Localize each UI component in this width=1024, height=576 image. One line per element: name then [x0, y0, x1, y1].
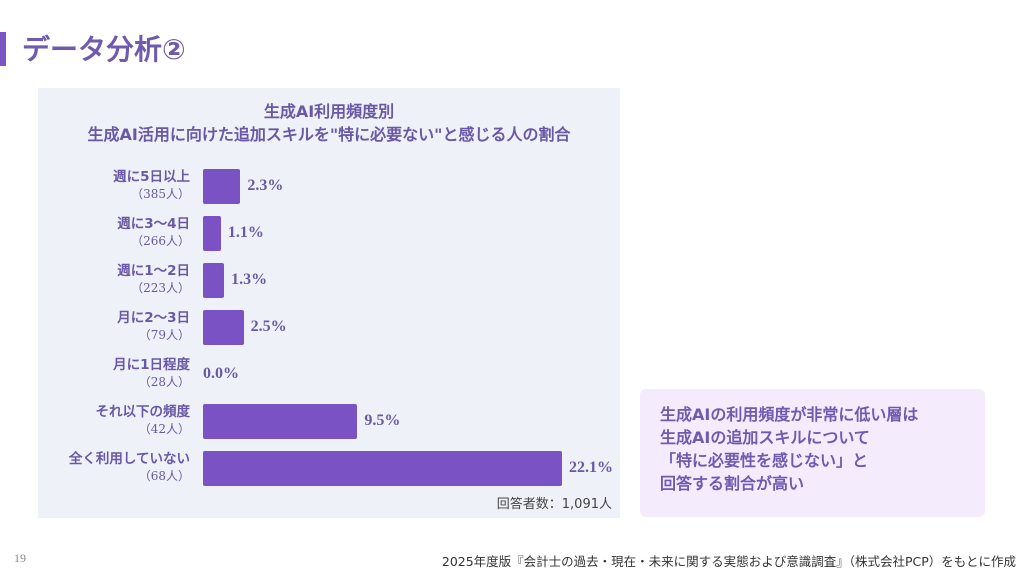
category-label: 週に3〜4日 （266人）	[117, 216, 190, 250]
bar-row: 月に1日程度 （28人） 0.0%	[38, 357, 620, 393]
bar-row: 週に5日以上 （385人） 2.3%	[38, 169, 620, 205]
chart-title: 生成AI利用頻度別	[263, 102, 395, 121]
category-name: それ以下の頻度	[95, 404, 191, 420]
bar	[203, 169, 241, 204]
category-count: （28人）	[138, 375, 190, 389]
category-count: （68人）	[138, 469, 190, 483]
bar-row: 全く利用していない （68人） 22.1%	[38, 451, 620, 487]
category-label: 週に1〜2日 （223人）	[117, 263, 190, 297]
value-label: 9.5%	[364, 412, 401, 429]
callout-line: 生成AIの利用頻度が非常に低い層は	[660, 405, 919, 424]
value-label: 1.1%	[227, 224, 264, 241]
chart-panel: 生成AI利用頻度別 生成AI活用に向けた追加スキルを"特に必要ない"と感じる人の…	[38, 88, 620, 518]
category-label: 月に2〜3日 （79人）	[117, 310, 190, 344]
bar-row: 月に2〜3日 （79人） 2.5%	[38, 310, 620, 346]
value-label: 2.5%	[250, 318, 287, 335]
value-label: 2.3%	[247, 177, 284, 194]
respondent-count: 回答者数：1,091人	[496, 497, 612, 512]
value-label: 0.0%	[203, 365, 239, 382]
category-count: （223人）	[131, 281, 190, 295]
page-number: 19	[14, 551, 26, 565]
category-count: （42人）	[138, 422, 190, 436]
category-label: 月に1日程度 （28人）	[113, 357, 190, 391]
callout-box: 生成AIの利用頻度が非常に低い層は 生成AIの追加スキルについて 「特に必要性を…	[640, 389, 985, 517]
bar-row: それ以下の頻度 （42人） 9.5%	[38, 404, 620, 440]
category-name: 週に3〜4日	[117, 216, 190, 232]
value-label: 22.1%	[569, 459, 613, 476]
category-label: 全く利用していない （68人）	[69, 451, 190, 485]
callout-line: 「特に必要性を感じない」と	[660, 451, 869, 470]
category-name: 週に5日以上	[113, 169, 190, 185]
bar	[203, 451, 562, 486]
category-count: （266人）	[131, 234, 190, 248]
bar-row: 週に1〜2日 （223人） 1.3%	[38, 263, 620, 299]
category-count: （385人）	[131, 187, 190, 201]
value-label: 1.3%	[231, 271, 268, 288]
source-note: 2025年度版『会計士の過去・現在・未来に関する実態および意識調査』（株式会社P…	[441, 554, 1016, 569]
callout-line: 回答する割合が高い	[660, 474, 805, 493]
title-accent-bar	[0, 32, 6, 66]
category-label: それ以下の頻度 （42人）	[96, 404, 191, 438]
category-name: 月に1日程度	[113, 357, 190, 373]
bar	[203, 404, 358, 439]
category-name: 週に1〜2日	[117, 263, 190, 279]
chart-subtitle: 生成AI活用に向けた追加スキルを"特に必要ない"と感じる人の割合	[87, 125, 571, 144]
category-name: 全く利用していない	[68, 451, 190, 467]
bar-row: 週に3〜4日 （266人） 1.1%	[38, 216, 620, 252]
page-title: データ分析②	[22, 33, 186, 66]
bar	[203, 216, 221, 251]
category-count: （79人）	[138, 328, 190, 342]
category-label: 週に5日以上 （385人）	[113, 169, 190, 203]
bar	[203, 263, 225, 298]
bar	[203, 310, 244, 345]
category-name: 月に2〜3日	[117, 310, 190, 326]
callout-line: 生成AIの追加スキルについて	[660, 428, 870, 447]
